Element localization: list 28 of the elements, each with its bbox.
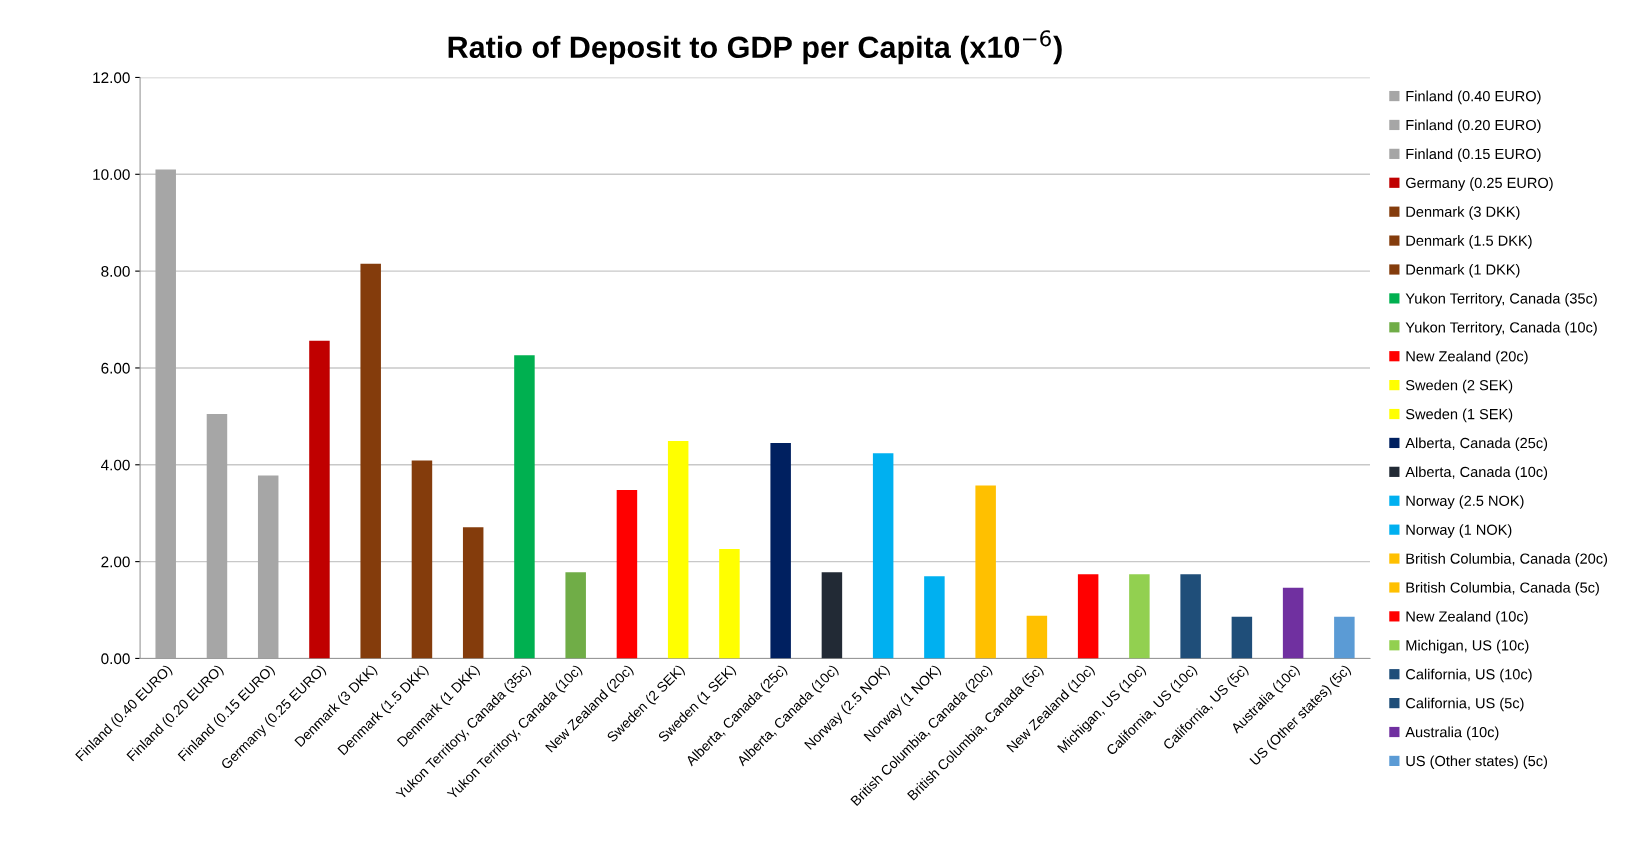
legend-label: Germany (0.25 EURO) <box>1406 177 1553 191</box>
y-tick-label: 0.00 <box>101 653 130 665</box>
y-tick-label: 2.00 <box>101 556 130 568</box>
legend-label: Denmark (1 DKK) <box>1406 264 1520 278</box>
legend-label: New Zealand (10c) <box>1406 610 1528 625</box>
legend-label: Denmark (3 DKK) <box>1406 206 1520 220</box>
y-tick-label: 4.00 <box>100 459 130 471</box>
legend-label: Yukon Territory, Canada (10c) <box>1405 321 1597 336</box>
y-tick-label: 12.00 <box>93 72 130 84</box>
y-tick-label: 10.00 <box>93 169 130 180</box>
legend-label: Sweden (1 SEK) <box>1405 408 1513 423</box>
chart-title: Ratio of Deposit to GDP per Capita (x10$^{−6}$) <box>448 30 1062 65</box>
legend-label: Alberta, Canada (25c) <box>1405 437 1548 452</box>
y-tick-label: 8.00 <box>101 265 130 277</box>
legend-label: Michigan, US (10c) <box>1406 639 1529 654</box>
legend-label: Sweden (2 SEK) <box>1405 379 1513 394</box>
legend-label: Finland (0.20 EURO) <box>1406 119 1541 134</box>
legend-label: British Columbia, Canada (5c) <box>1406 582 1599 596</box>
legend-label: Yukon Territory, Canada (35c) <box>1405 292 1597 307</box>
legend-label: Finland (0.15 EURO) <box>1406 148 1541 162</box>
legend-label: Norway (2.5 NOK) <box>1406 495 1524 509</box>
legend-label: Finland (0.40 EURO) <box>1406 90 1541 105</box>
y-tick-label: 6.00 <box>101 362 130 374</box>
legend-label: British Columbia, Canada (20c) <box>1406 553 1608 567</box>
legend-label: Denmark (1.5 DKK) <box>1406 235 1532 249</box>
legend-label: Norway (1 NOK) <box>1406 524 1512 538</box>
legend-label: New Zealand (20c) <box>1406 350 1528 365</box>
legend-label: Alberta, Canada (10c) <box>1405 466 1548 480</box>
